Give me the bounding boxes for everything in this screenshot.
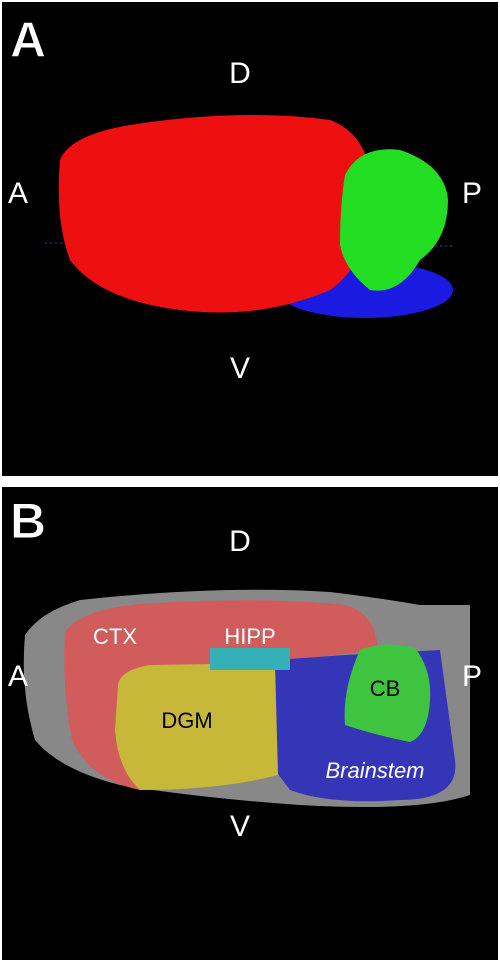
cortex-surface <box>58 115 372 313</box>
region-label: HIPP <box>224 624 275 649</box>
panel-label: A <box>10 12 46 68</box>
dgm-region <box>115 663 278 790</box>
orientation-label: V <box>230 810 250 843</box>
region-label: CB <box>370 676 401 701</box>
panel-a: A D V A P <box>2 2 498 476</box>
orientation-label: D <box>229 525 251 558</box>
orientation-label: P <box>462 177 482 210</box>
orientation-label: V <box>230 352 250 385</box>
cerebellum-surface <box>340 149 448 291</box>
panel-label: B <box>10 493 46 549</box>
orientation-label: A <box>8 660 28 693</box>
region-label: Brainstem <box>325 758 424 783</box>
region-label: CTX <box>93 624 137 649</box>
region-label: DGM <box>161 708 212 733</box>
hipp-region <box>210 648 290 670</box>
orientation-label: D <box>229 57 251 90</box>
orientation-label: A <box>8 177 28 210</box>
cb-region <box>344 644 431 742</box>
panel-b: B D V A P CTX HIPP DGM CB Brainstem <box>2 487 498 960</box>
orientation-label: P <box>462 660 482 693</box>
